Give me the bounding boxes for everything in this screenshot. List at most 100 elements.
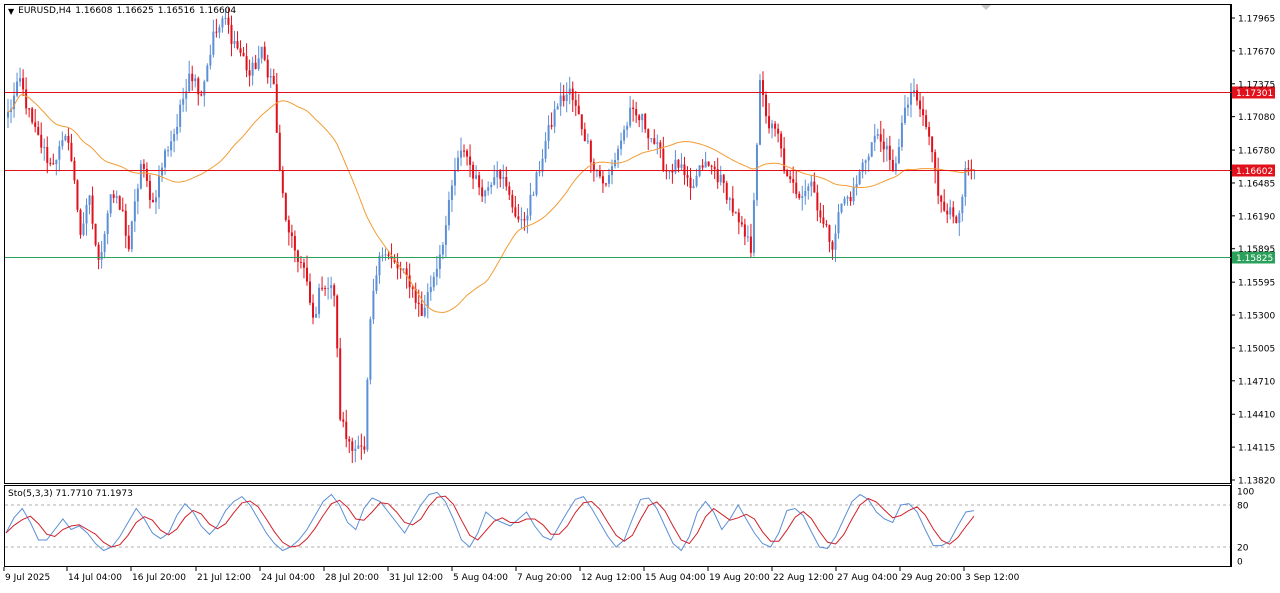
bull-candle bbox=[620, 140, 623, 149]
bull-candle bbox=[173, 134, 176, 142]
bull-candle bbox=[257, 58, 260, 69]
bull-candle bbox=[158, 175, 160, 198]
stochastic-level-label: 100 bbox=[1237, 488, 1254, 498]
bull-candle bbox=[269, 76, 272, 78]
bull-candle bbox=[315, 314, 318, 318]
bull-candle bbox=[13, 95, 16, 110]
bear-candle bbox=[683, 164, 686, 176]
bull-candle bbox=[378, 255, 381, 276]
bull-candle bbox=[894, 163, 897, 172]
bull-candle bbox=[801, 196, 804, 198]
price-tick-label: 1.16780 bbox=[1238, 147, 1275, 157]
bull-candle bbox=[704, 161, 707, 168]
bear-candle bbox=[816, 192, 819, 211]
bull-candle bbox=[402, 268, 405, 270]
bear-candle bbox=[762, 80, 764, 95]
time-tick-label: 27 Aug 04:00 bbox=[837, 573, 898, 583]
bear-candle bbox=[765, 94, 768, 117]
bear-candle bbox=[46, 146, 49, 163]
bear-candle bbox=[644, 113, 647, 130]
bear-candle bbox=[22, 78, 25, 90]
bull-candle bbox=[526, 215, 529, 221]
bull-candle bbox=[100, 251, 103, 260]
bear-candle bbox=[414, 288, 417, 303]
price-tick-label: 1.15300 bbox=[1238, 312, 1275, 322]
bull-candle bbox=[369, 319, 372, 380]
bear-candle bbox=[215, 31, 218, 33]
bull-candle bbox=[493, 177, 496, 185]
bear-candle bbox=[783, 148, 786, 172]
bull-candle bbox=[568, 88, 571, 95]
triangle-down-icon[interactable]: ▼ bbox=[8, 6, 15, 16]
bear-candle bbox=[31, 108, 34, 123]
bear-candle bbox=[336, 295, 339, 349]
bear-candle bbox=[743, 224, 746, 237]
bull-candle bbox=[354, 448, 357, 451]
bear-candle bbox=[321, 287, 324, 289]
price-tick-label: 1.17080 bbox=[1238, 113, 1275, 123]
bull-candle bbox=[858, 171, 861, 185]
bear-candle bbox=[284, 193, 287, 220]
bid-price-level-tag bbox=[1232, 164, 1275, 177]
bear-candle bbox=[928, 126, 931, 137]
time-tick-label: 16 Jul 20:00 bbox=[132, 573, 186, 583]
price-tick-label: 1.15005 bbox=[1238, 344, 1275, 354]
bear-candle bbox=[677, 159, 680, 168]
bear-candle bbox=[589, 140, 592, 163]
bull-candle bbox=[327, 287, 330, 289]
bull-candle bbox=[623, 129, 626, 141]
bull-candle bbox=[429, 287, 432, 293]
bear-candle bbox=[922, 109, 925, 116]
bear-candle bbox=[638, 115, 641, 121]
bear-candle bbox=[242, 52, 245, 57]
bear-candle bbox=[112, 194, 115, 198]
bear-candle bbox=[408, 275, 411, 288]
bear-candle bbox=[592, 162, 595, 171]
bull-candle bbox=[447, 199, 450, 226]
bear-candle bbox=[813, 181, 816, 193]
bull-candle bbox=[565, 94, 568, 102]
bull-candle bbox=[949, 207, 952, 215]
bear-candle bbox=[118, 196, 121, 210]
bear-candle bbox=[825, 223, 828, 226]
bear-candle bbox=[324, 288, 327, 290]
bear-candle bbox=[822, 217, 825, 224]
bull-candle bbox=[130, 221, 133, 250]
price-tick-label: 1.15895 bbox=[1238, 245, 1275, 255]
bull-candle bbox=[61, 140, 64, 147]
bull-candle bbox=[538, 171, 541, 173]
stochastic-oscillator: 100 80 20 0 bbox=[5, 488, 1254, 568]
horizontal-levels[interactable]: 1.17301 1.16602 1.15825 bbox=[5, 86, 1275, 265]
time-tick-label: 7 Aug 20:00 bbox=[517, 573, 572, 583]
bull-candle bbox=[873, 135, 876, 143]
bull-candle bbox=[438, 254, 441, 269]
bid-price-level-label: 1.16602 bbox=[1236, 167, 1273, 177]
bull-candle bbox=[375, 275, 378, 291]
chart-shift-marker-icon[interactable] bbox=[981, 5, 991, 10]
bull-candle bbox=[233, 41, 236, 44]
ohlc-close: 1.16604 bbox=[198, 6, 237, 16]
time-tick-label: 28 Jul 20:00 bbox=[325, 573, 379, 583]
bear-candle bbox=[514, 207, 517, 217]
bear-candle bbox=[792, 179, 795, 183]
bear-candle bbox=[481, 187, 484, 197]
main-plot-frame bbox=[4, 4, 1231, 484]
bull-candle bbox=[674, 159, 677, 173]
bull-candle bbox=[206, 65, 209, 82]
price-tick-label: 1.16485 bbox=[1238, 179, 1275, 189]
bull-candle bbox=[456, 157, 459, 170]
bear-candle bbox=[967, 168, 970, 170]
bear-candle bbox=[191, 73, 194, 82]
bull-candle bbox=[496, 170, 499, 178]
bear-candle bbox=[523, 219, 526, 221]
bear-candle bbox=[472, 164, 475, 179]
bull-candle bbox=[475, 175, 478, 179]
bear-candle bbox=[731, 198, 734, 213]
bear-candle bbox=[25, 89, 28, 109]
bull-candle bbox=[490, 184, 493, 188]
bear-candle bbox=[598, 170, 601, 177]
bear-candle bbox=[511, 194, 514, 208]
bear-candle bbox=[916, 90, 919, 101]
